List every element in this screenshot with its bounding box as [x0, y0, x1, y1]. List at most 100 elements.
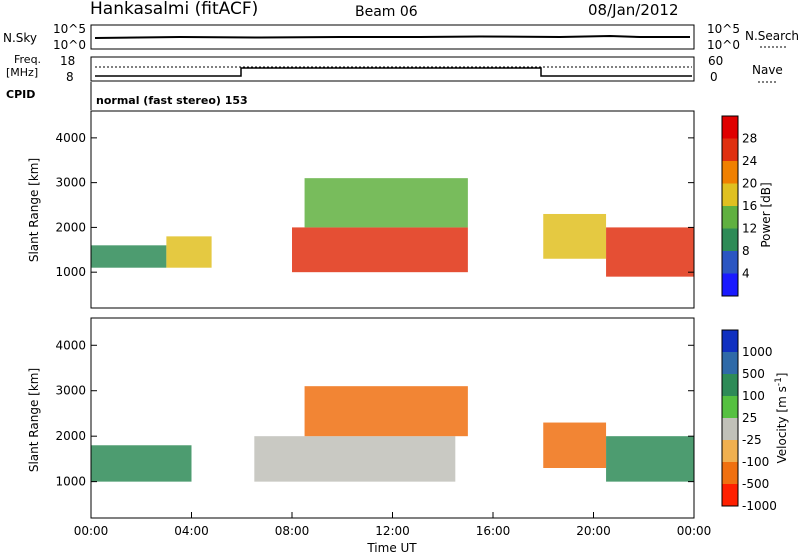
- nsky-right-tick-top: 10^5: [707, 22, 740, 36]
- time-xtick-label: 00:00: [677, 524, 712, 538]
- power-colorbar-ticks: 28 24 20 16 12 8 4: [742, 132, 757, 281]
- power-blob: [304, 178, 468, 228]
- velocity-colorbar-cell: [722, 462, 738, 484]
- time-xtick-label: 12:00: [375, 524, 410, 538]
- velocity-colorbar-tick: 100: [742, 389, 765, 403]
- cpid-text: normal (fast stereo) 153: [96, 94, 248, 107]
- nsky-label: N.Sky: [3, 31, 37, 45]
- velocity-ylabel: Slant Range [km]: [27, 368, 41, 472]
- power-colorbar-cell: [722, 138, 738, 161]
- velocity-colorbar-cell: [722, 396, 738, 418]
- power-panel: Slant Range [km] 1000 2000 3000 4000: [27, 110, 695, 309]
- velocity-ytick-label: 3000: [55, 384, 86, 398]
- cpid-label: CPID: [6, 88, 35, 101]
- power-blob: [606, 227, 694, 277]
- freq-frame: [90, 56, 695, 82]
- nsky-left-tick-bottom: 10^0: [53, 38, 86, 52]
- power-ytick-label: 2000: [55, 220, 86, 234]
- nsky-frame: [90, 24, 695, 50]
- power-blob: [543, 213, 607, 259]
- velocity-colorbar: 1000 500 100 25 -25 -100 -500 -1000 Velocity [m…: [721, 329, 789, 513]
- power-colorbar-cell: [722, 251, 738, 274]
- velocity-colorbar-tick: -25: [742, 433, 762, 447]
- velocity-blob: [543, 422, 607, 468]
- velocity-ytick-label: 2000: [55, 429, 86, 443]
- power-colorbar-title: Power [dB]: [759, 182, 773, 247]
- velocity-colorbar-cell: [722, 352, 738, 374]
- velocity-colorbar-tick: -500: [742, 477, 769, 491]
- beam-title: Beam 06: [355, 4, 418, 20]
- power-colorbar-cells: [722, 116, 738, 296]
- power-colorbar-tick: 4: [742, 267, 750, 281]
- power-colorbar-tick: 20: [742, 177, 757, 191]
- velocity-panel: Slant Range [km] 1000 2000 3000 4000 00:00 0…: [27, 317, 712, 554]
- nsky-trace: [94, 34, 690, 39]
- power-colorbar-cell: [722, 161, 738, 184]
- velocity-marks: [91, 386, 694, 482]
- time-xlabel: Time UT: [366, 541, 417, 554]
- velocity-ytick-label: 1000: [55, 475, 86, 489]
- velocity-colorbar-title-main: Velocity [m s: [775, 386, 789, 463]
- velocity-colorbar-title-exp: -1: [774, 377, 784, 386]
- power-blob: [91, 245, 167, 268]
- velocity-colorbar-tick: 500: [742, 367, 765, 381]
- date-title: 08/Jan/2012: [588, 1, 679, 19]
- freq-trace: [95, 67, 692, 77]
- velocity-colorbar-cell: [722, 440, 738, 462]
- freq-label-line2: [MHz]: [6, 66, 38, 79]
- freq-left-tick-top: 18: [60, 54, 75, 68]
- velocity-blob: [606, 436, 694, 482]
- power-colorbar-cell: [722, 228, 738, 251]
- freq-left-tick-bottom: 8: [66, 70, 74, 84]
- velocity-colorbar-cell: [722, 374, 738, 396]
- freq-right-tick-top: 60: [708, 54, 723, 68]
- power-colorbar-tick: 8: [742, 244, 750, 258]
- power-blob: [166, 236, 212, 268]
- power-colorbar-tick: 24: [742, 154, 757, 168]
- velocity-colorbar-cell: [722, 484, 738, 506]
- velocity-colorbar-tick: -1000: [742, 499, 777, 513]
- freq-label-line1: Freq.: [14, 53, 41, 66]
- station-title: Hankasalmi (fitACF): [90, 0, 258, 19]
- time-xtick-label: 04:00: [174, 524, 209, 538]
- nave-label: Nave: [752, 63, 783, 77]
- power-ytick-label: 3000: [55, 176, 86, 190]
- time-xtick-label: 16:00: [476, 524, 511, 538]
- power-ytick-label: 1000: [55, 265, 86, 279]
- power-colorbar-frame: [721, 115, 739, 297]
- velocity-colorbar-tick: 25: [742, 411, 757, 425]
- time-xtick-label: 20:00: [576, 524, 611, 538]
- nsky-panel: N.Sky 10^5 10^0 10^5 10^0 N.Search: [3, 22, 799, 52]
- power-blob: [292, 227, 468, 273]
- time-xticks: 00:00 04:00 08:00 12:00 16:00 20:00 00:00: [74, 512, 712, 538]
- power-ylabel: Slant Range [km]: [27, 158, 41, 262]
- velocity-yticks: 1000 2000 3000 4000: [55, 338, 694, 489]
- power-colorbar-cell: [722, 273, 738, 296]
- velocity-blob: [304, 386, 468, 437]
- velocity-colorbar-ticks: 1000 500 100 25 -25 -100 -500 -1000: [742, 345, 777, 513]
- power-colorbar-cell: [722, 116, 738, 139]
- power-colorbar: 28 24 20 16 12 8 4 Power [dB]: [721, 115, 773, 297]
- power-colorbar-tick: 12: [742, 222, 757, 236]
- power-yticks: 1000 2000 3000 4000: [55, 131, 694, 279]
- power-colorbar-tick: 28: [742, 132, 757, 146]
- nsky-right-tick-bottom: 10^0: [707, 38, 740, 52]
- freq-right-tick-bottom: 0: [710, 70, 718, 84]
- velocity-colorbar-cell: [722, 418, 738, 440]
- velocity-ytick-label: 4000: [55, 338, 86, 352]
- velocity-colorbar-tick: -100: [742, 455, 769, 469]
- velocity-blob: [91, 445, 192, 482]
- power-ytick-label: 4000: [55, 131, 86, 145]
- velocity-colorbar-frame: [721, 329, 739, 507]
- power-colorbar-cell: [722, 183, 738, 206]
- power-colorbar-cell: [722, 206, 738, 229]
- freq-panel: Freq. [MHz] 18 8 60 0 Nave CPID normal (…: [6, 53, 783, 110]
- time-xtick-label: 00:00: [74, 524, 109, 538]
- velocity-colorbar-tick: 1000: [742, 345, 773, 359]
- velocity-colorbar-cell: [722, 330, 738, 352]
- nsearch-label: N.Search: [745, 29, 799, 43]
- velocity-colorbar-title-end: ]: [775, 373, 789, 378]
- velocity-colorbar-cells: [722, 330, 738, 506]
